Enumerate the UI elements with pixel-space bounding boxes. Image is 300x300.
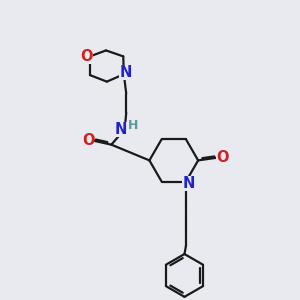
- Text: N: N: [119, 65, 131, 80]
- Text: O: O: [80, 49, 93, 64]
- Text: O: O: [82, 133, 94, 148]
- Text: H: H: [128, 119, 138, 132]
- Text: N: N: [182, 176, 194, 191]
- Text: O: O: [216, 150, 229, 165]
- Text: N: N: [115, 122, 128, 137]
